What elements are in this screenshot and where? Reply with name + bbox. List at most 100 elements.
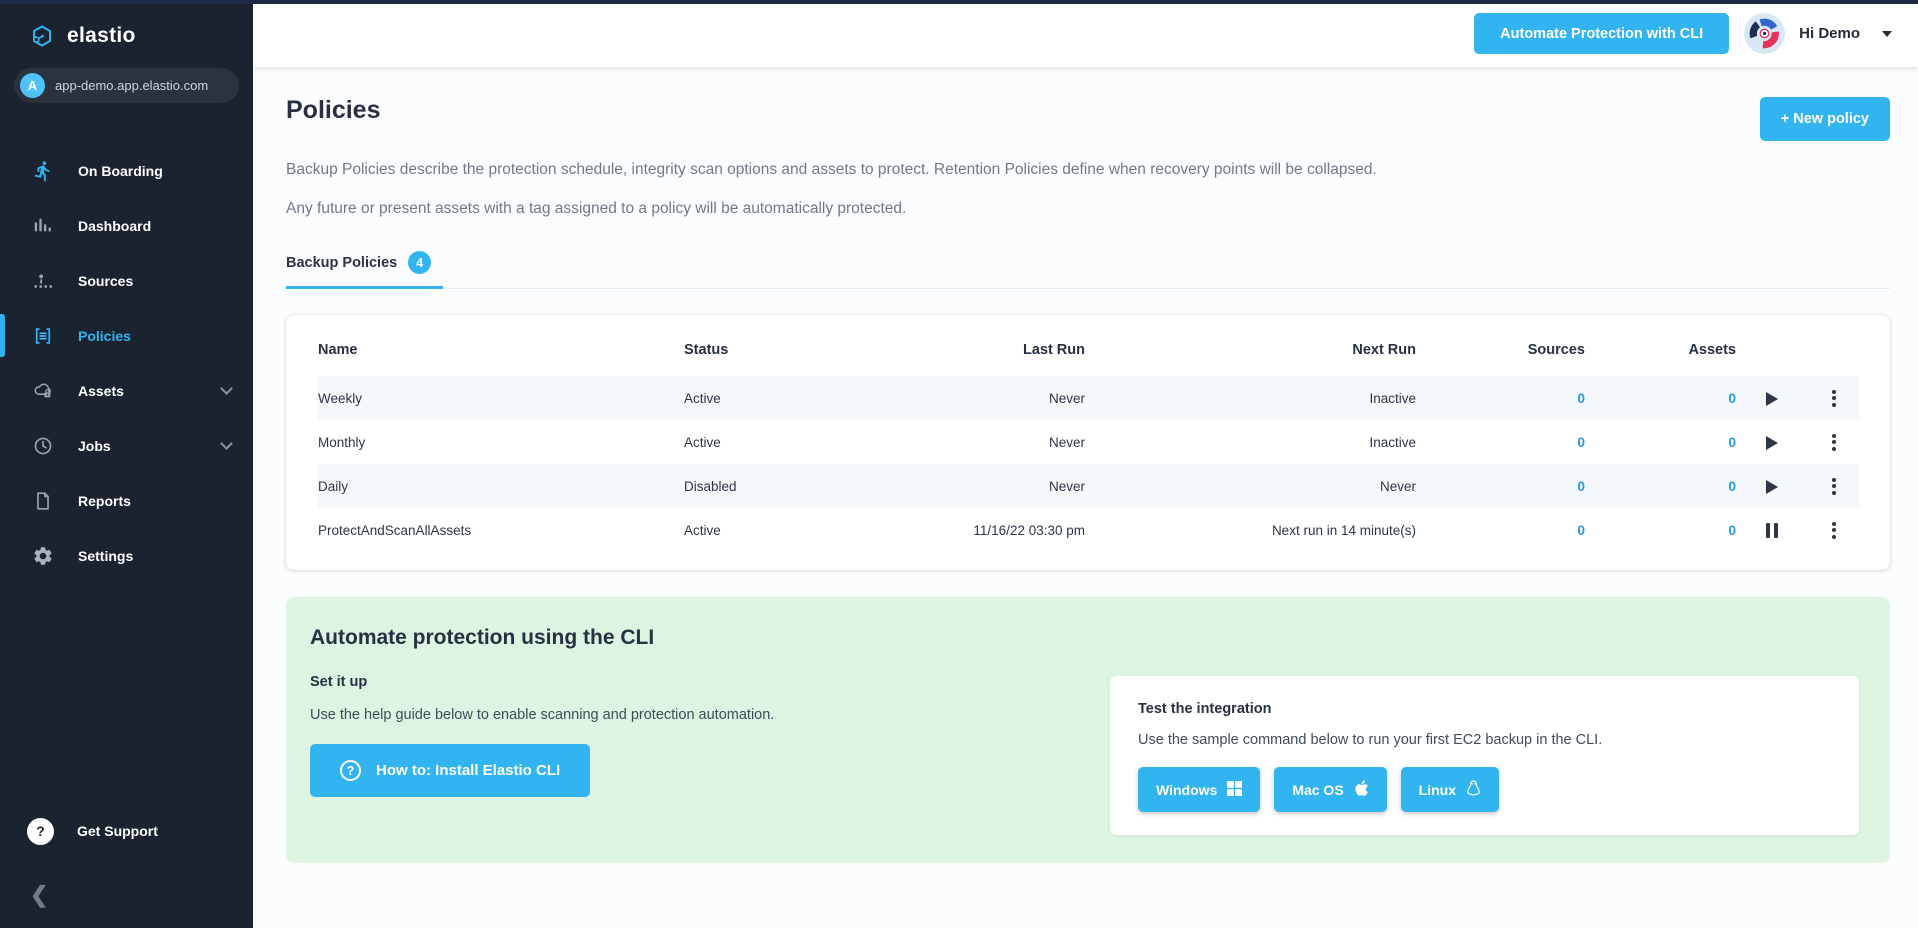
help-circle-icon: ? bbox=[340, 760, 361, 781]
mac-os-button[interactable]: Mac OS bbox=[1274, 767, 1387, 812]
automate-protection-cli-button[interactable]: Automate Protection with CLI bbox=[1474, 13, 1730, 54]
runner-icon bbox=[31, 159, 55, 183]
tab-bar: Backup Policies 4 bbox=[286, 251, 1890, 289]
tab-backup-policies[interactable]: Backup Policies 4 bbox=[286, 251, 444, 289]
user-menu-caret-icon[interactable] bbox=[1882, 30, 1892, 37]
elastio-logo-icon bbox=[30, 24, 54, 48]
linux-button[interactable]: Linux bbox=[1400, 767, 1500, 812]
sidebar-bottom: ? Get Support ❮ bbox=[0, 808, 253, 928]
sidebar: elastio A app-demo.app.elastio.com On Bo… bbox=[0, 0, 253, 928]
policies-table-card: Name Status Last Run Next Run Sources As… bbox=[286, 315, 1890, 570]
policy-last-run: 11/16/22 03:30 pm bbox=[973, 522, 1085, 538]
windows-icon bbox=[1227, 780, 1243, 799]
policy-status: Active bbox=[684, 434, 721, 450]
column-header-assets: Assets bbox=[1688, 342, 1736, 358]
tenant-avatar: A bbox=[20, 73, 45, 98]
tenant-domain-pill[interactable]: A app-demo.app.elastio.com bbox=[14, 68, 239, 103]
user-avatar[interactable] bbox=[1744, 13, 1786, 54]
cli-panel-title: Automate protection using the CLI bbox=[310, 626, 655, 649]
get-support-button[interactable]: ? Get Support bbox=[0, 808, 253, 854]
sidebar-item-sources[interactable]: Sources bbox=[0, 253, 253, 308]
policy-next-run: Inactive bbox=[1369, 434, 1416, 450]
automate-cli-panel: Automate protection using the CLI Set it… bbox=[286, 597, 1890, 863]
column-header-next-run: Next Run bbox=[1352, 342, 1416, 358]
brand-name: elastio bbox=[67, 24, 136, 47]
page-description-line1: Backup Policies describe the protection … bbox=[286, 161, 1377, 178]
sidebar-item-label: Sources bbox=[78, 272, 134, 289]
tab-count-badge: 4 bbox=[408, 251, 432, 274]
policy-name: Monthly bbox=[318, 434, 366, 450]
sources-count-link[interactable]: 0 bbox=[1577, 522, 1585, 538]
sidebar-item-dashboard[interactable]: Dashboard bbox=[0, 198, 253, 253]
sidebar-item-reports[interactable]: Reports bbox=[0, 473, 253, 528]
row-menu-button[interactable] bbox=[1826, 519, 1842, 542]
setup-description: Use the help guide below to enable scann… bbox=[310, 707, 775, 723]
question-mark-icon: ? bbox=[27, 817, 54, 845]
table-row: Monthly Active Never Inactive 0 0 bbox=[318, 420, 1859, 464]
bar-chart-icon bbox=[31, 214, 55, 238]
page-content: Policies + New policy Backup Policies de… bbox=[253, 67, 1918, 863]
assets-count-link[interactable]: 0 bbox=[1728, 478, 1736, 494]
run-policy-button[interactable] bbox=[1766, 435, 1778, 450]
brand-logo-row[interactable]: elastio bbox=[0, 0, 253, 58]
run-policy-button[interactable] bbox=[1766, 391, 1778, 406]
sources-count-link[interactable]: 0 bbox=[1577, 478, 1585, 494]
topbar: Automate Protection with CLI Hi Demo bbox=[253, 0, 1918, 67]
run-policy-button[interactable] bbox=[1766, 479, 1778, 494]
list-bracket-icon bbox=[31, 324, 55, 348]
policy-status: Active bbox=[684, 522, 721, 538]
sources-count-link[interactable]: 0 bbox=[1577, 390, 1585, 406]
get-support-label: Get Support bbox=[77, 823, 158, 839]
policies-table: Name Status Last Run Next Run Sources As… bbox=[318, 321, 1859, 552]
column-header-sources: Sources bbox=[1527, 342, 1585, 358]
page-title: Policies bbox=[286, 96, 381, 124]
assets-count-link[interactable]: 0 bbox=[1728, 434, 1736, 450]
document-icon bbox=[31, 489, 55, 513]
sidebar-item-label: Jobs bbox=[78, 437, 111, 454]
table-row: ProtectAndScanAllAssets Active 11/16/22 … bbox=[318, 508, 1859, 552]
sidebar-item-jobs[interactable]: Jobs bbox=[0, 418, 253, 473]
assets-count-link[interactable]: 0 bbox=[1728, 390, 1736, 406]
policy-name: Daily bbox=[318, 464, 684, 508]
linux-icon bbox=[1466, 779, 1481, 800]
sidebar-item-label: On Boarding bbox=[78, 162, 163, 179]
sidebar-collapse-button[interactable]: ❮ bbox=[0, 854, 253, 928]
column-header-last-run: Last Run bbox=[1022, 342, 1085, 358]
windows-button[interactable]: Windows bbox=[1138, 767, 1261, 812]
row-menu-button[interactable] bbox=[1826, 431, 1842, 454]
policy-next-run: Next run in 14 minute(s) bbox=[1271, 522, 1416, 538]
sidebar-item-settings[interactable]: Settings bbox=[0, 528, 253, 583]
sources-count-link[interactable]: 0 bbox=[1577, 434, 1585, 450]
new-policy-button[interactable]: + New policy bbox=[1759, 97, 1890, 141]
assets-count-link[interactable]: 0 bbox=[1728, 522, 1736, 538]
policy-last-run: Never bbox=[1048, 434, 1085, 450]
apple-icon bbox=[1354, 779, 1369, 800]
sidebar-item-onboarding[interactable]: On Boarding bbox=[0, 143, 253, 198]
column-header-name: Name bbox=[318, 342, 358, 358]
os-button-label: Mac OS bbox=[1292, 781, 1344, 798]
os-button-label: Linux bbox=[1418, 781, 1457, 798]
chevron-down-icon bbox=[220, 437, 233, 450]
sidebar-item-policies[interactable]: Policies bbox=[0, 308, 253, 363]
sidebar-nav: On Boarding Dashboard Sources Policies A… bbox=[0, 143, 253, 583]
row-menu-button[interactable] bbox=[1826, 475, 1842, 498]
chevron-left-icon: ❮ bbox=[30, 882, 49, 907]
test-integration-card: Test the integration Use the sample comm… bbox=[1110, 676, 1859, 835]
tab-label: Backup Policies bbox=[286, 254, 398, 271]
sidebar-item-assets[interactable]: Assets bbox=[0, 363, 253, 418]
howto-install-cli-button[interactable]: ? How to: Install Elastio CLI bbox=[310, 744, 591, 797]
column-header-status: Status bbox=[684, 342, 729, 358]
cloud-lock-icon bbox=[31, 379, 55, 403]
policy-last-run: Never bbox=[904, 376, 1085, 420]
chevron-down-icon bbox=[220, 382, 233, 395]
os-button-group: Windows Mac OS Linux bbox=[1138, 767, 1831, 812]
user-greeting: Hi Demo bbox=[1799, 25, 1860, 42]
pause-policy-button[interactable] bbox=[1766, 522, 1778, 538]
row-menu-button[interactable] bbox=[1826, 387, 1842, 410]
gear-icon bbox=[31, 544, 55, 568]
sidebar-item-label: Dashboard bbox=[78, 217, 152, 234]
policy-next-run: Never bbox=[1085, 464, 1416, 508]
policy-status: Active bbox=[684, 376, 904, 420]
sidebar-item-label: Policies bbox=[78, 327, 131, 344]
policy-status: Disabled bbox=[684, 464, 904, 508]
